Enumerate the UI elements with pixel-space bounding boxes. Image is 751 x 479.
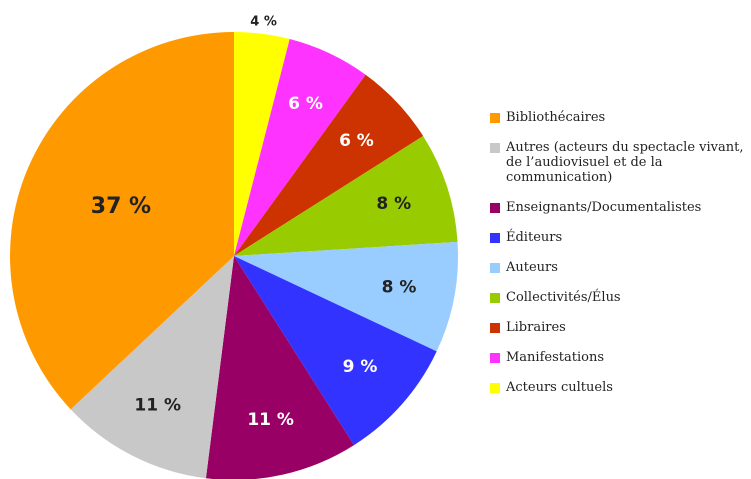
legend-swatch [490, 143, 500, 153]
slice-label: 37 % [91, 194, 151, 219]
legend-item: Libraires [490, 320, 748, 335]
legend-label: Collectivités/Élus [506, 290, 621, 305]
legend-swatch [490, 293, 500, 303]
legend-swatch [490, 323, 500, 333]
pie-slice [10, 32, 235, 410]
pie-slice [234, 32, 290, 256]
legend-item: Enseignants/Documentalistes [490, 200, 748, 215]
slice-label: 8 % [376, 194, 411, 214]
legend-swatch [490, 233, 500, 243]
pie-slice [205, 256, 355, 479]
slice-label: 6 % [288, 94, 323, 114]
legend-item: Acteurs cultuels [490, 380, 748, 395]
slice-label: 6 % [339, 131, 374, 151]
legend-item: Manifestations [490, 350, 748, 365]
legend-label: Auteurs [506, 260, 558, 275]
pie-chart: 4 % 6 % 6 % 8 % 8 % 9 % 11 % 11 % 37 % [10, 14, 458, 479]
legend-item: Auteurs [490, 260, 748, 275]
slice-label: 8 % [382, 277, 417, 297]
legend-item: Éditeurs [490, 230, 748, 245]
legend-label: Enseignants/Documentalistes [506, 200, 702, 215]
legend-swatch [490, 263, 500, 273]
legend-swatch [490, 353, 500, 363]
legend-label: Éditeurs [506, 230, 563, 245]
legend-label: Acteurs cultuels [506, 380, 613, 395]
slice-label: 9 % [343, 357, 378, 377]
legend-label: Autres (acteurs du spectacle vivant, de … [506, 140, 744, 185]
pie-slice [234, 74, 424, 257]
legend-swatch [490, 113, 500, 123]
legend-item: Collectivités/Élus [490, 290, 748, 305]
slice-label: 11 % [247, 410, 294, 430]
legend-label: Libraires [506, 320, 566, 335]
pie-slice [234, 256, 437, 446]
legend-label: Manifestations [506, 350, 604, 365]
legend: Bibliothécaires Autres (acteurs du specta… [490, 110, 748, 410]
legend-swatch [490, 203, 500, 213]
pie-slice [70, 256, 234, 479]
slice-label: 4 % [250, 14, 277, 29]
pie-slice [234, 39, 366, 257]
legend-item: Bibliothécaires [490, 110, 748, 125]
pie-slice [234, 135, 458, 256]
slice-label: 11 % [134, 396, 181, 416]
legend-swatch [490, 383, 500, 393]
legend-item: Autres (acteurs du spectacle vivant, de … [490, 140, 748, 185]
pie-slice [234, 241, 458, 352]
legend-label: Bibliothécaires [506, 110, 606, 125]
